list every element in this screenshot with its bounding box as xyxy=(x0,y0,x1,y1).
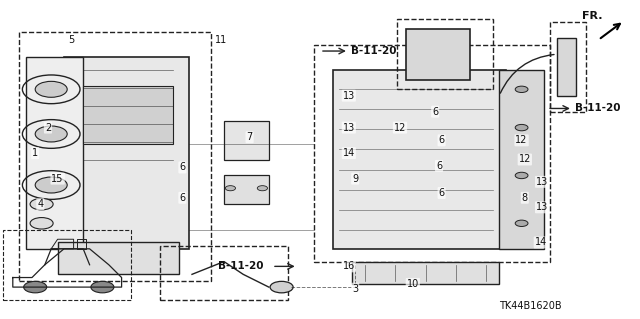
Text: 6: 6 xyxy=(438,135,445,145)
Text: B-11-20: B-11-20 xyxy=(575,103,620,114)
Circle shape xyxy=(91,281,114,293)
Text: TK44B1620B: TK44B1620B xyxy=(499,301,562,311)
Text: 6: 6 xyxy=(432,107,438,117)
Text: 1: 1 xyxy=(32,148,38,158)
Circle shape xyxy=(30,218,53,229)
Circle shape xyxy=(35,81,67,97)
Circle shape xyxy=(515,124,528,131)
Text: 5: 5 xyxy=(68,35,75,45)
Circle shape xyxy=(515,86,528,93)
Text: 12: 12 xyxy=(515,135,528,145)
Text: 14: 14 xyxy=(534,237,547,248)
Text: B-11-20: B-11-20 xyxy=(351,46,396,56)
Text: 4: 4 xyxy=(37,199,44,209)
Circle shape xyxy=(515,220,528,226)
Text: 16: 16 xyxy=(342,261,355,271)
Circle shape xyxy=(270,281,293,293)
Circle shape xyxy=(35,177,67,193)
Text: 13: 13 xyxy=(342,122,355,133)
FancyBboxPatch shape xyxy=(352,262,499,284)
Text: 12: 12 xyxy=(518,154,531,165)
Text: 7: 7 xyxy=(246,132,253,142)
FancyBboxPatch shape xyxy=(58,242,179,274)
FancyBboxPatch shape xyxy=(224,175,269,204)
Text: 13: 13 xyxy=(536,202,548,212)
FancyBboxPatch shape xyxy=(557,38,576,96)
Circle shape xyxy=(35,126,67,142)
FancyBboxPatch shape xyxy=(499,70,544,249)
FancyBboxPatch shape xyxy=(224,121,269,160)
FancyBboxPatch shape xyxy=(333,70,506,249)
Text: 9: 9 xyxy=(352,174,358,184)
Circle shape xyxy=(257,186,268,191)
Text: 15: 15 xyxy=(51,174,64,184)
Text: 12: 12 xyxy=(394,122,406,133)
Text: 13: 13 xyxy=(342,91,355,101)
FancyBboxPatch shape xyxy=(406,29,470,80)
Text: 6: 6 xyxy=(436,161,442,171)
Text: 3: 3 xyxy=(352,284,358,294)
Text: 6: 6 xyxy=(438,188,445,198)
Text: 6: 6 xyxy=(179,162,186,173)
Text: 10: 10 xyxy=(406,279,419,289)
Text: FR.: FR. xyxy=(582,11,603,21)
FancyBboxPatch shape xyxy=(26,57,83,249)
Text: 11: 11 xyxy=(214,35,227,45)
Text: 2: 2 xyxy=(45,122,51,133)
Circle shape xyxy=(30,198,53,210)
Text: 13: 13 xyxy=(536,177,548,187)
FancyBboxPatch shape xyxy=(64,57,189,249)
Circle shape xyxy=(225,186,236,191)
Text: 8: 8 xyxy=(522,193,528,203)
Circle shape xyxy=(24,281,47,293)
Text: B-11-20: B-11-20 xyxy=(218,261,263,271)
Text: 6: 6 xyxy=(179,193,186,203)
Text: 14: 14 xyxy=(342,148,355,158)
Circle shape xyxy=(515,172,528,179)
FancyBboxPatch shape xyxy=(83,86,173,144)
